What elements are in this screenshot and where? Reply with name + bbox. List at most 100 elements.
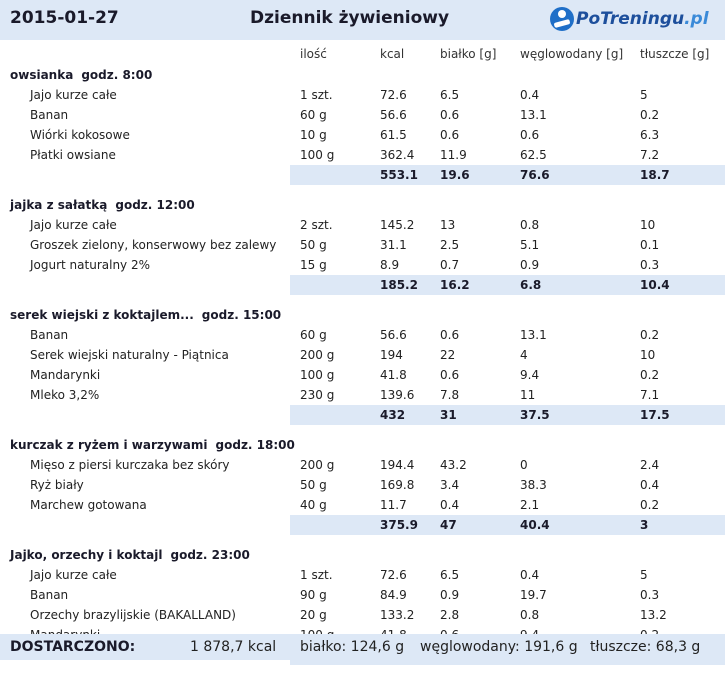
food-qty: 10 g <box>300 128 327 142</box>
food-qty: 50 g <box>300 238 327 252</box>
food-name: Jogurt naturalny 2% <box>30 258 151 272</box>
food-carbs: 19.7 <box>520 588 547 602</box>
total-kcal: 553.1 <box>380 168 418 182</box>
column-fat: tłuszcze [g] <box>640 47 710 61</box>
food-carbs: 13.1 <box>520 108 547 122</box>
table-row: Wiórki kokosowe 10 g 61.5 0.6 0.6 6.3 <box>0 125 725 145</box>
food-qty: 230 g <box>300 388 335 402</box>
food-qty: 1 szt. <box>300 88 333 102</box>
summary-kcal: 1 878,7 kcal <box>190 639 277 655</box>
meal-title: owsianka godz. 8:00 <box>10 68 152 82</box>
food-protein: 13 <box>440 218 456 232</box>
table-row: Ryż biały 50 g 169.8 3.4 38.3 0.4 <box>0 475 725 495</box>
table-row: Płatki owsiane 100 g 362.4 11.9 62.5 7.2 <box>0 145 725 165</box>
table-row: Mleko 3,2% 230 g 139.6 7.8 11 7.1 <box>0 385 725 405</box>
column-headers: ilość kcal białko [g] węglowodany [g] tł… <box>0 44 725 64</box>
food-fat: 0.2 <box>640 328 660 342</box>
food-kcal: 72.6 <box>380 568 407 582</box>
food-name: Mandarynki <box>30 368 101 382</box>
food-protein: 0.6 <box>440 328 460 342</box>
food-kcal: 31.1 <box>380 238 407 252</box>
food-name: Mleko 3,2% <box>30 388 100 402</box>
food-fat: 7.1 <box>640 388 660 402</box>
food-kcal: 56.6 <box>380 108 407 122</box>
food-carbs: 62.5 <box>520 148 547 162</box>
food-carbs: 13.1 <box>520 328 547 342</box>
table-row: Jajo kurze całe 1 szt. 72.6 6.5 0.4 5 <box>0 85 725 105</box>
food-fat: 5 <box>640 568 648 582</box>
food-kcal: 133.2 <box>380 608 415 622</box>
total-fat: 3 <box>640 518 649 532</box>
food-protein: 7.8 <box>440 388 460 402</box>
food-qty: 200 g <box>300 348 335 362</box>
food-carbs: 0.9 <box>520 258 540 272</box>
food-kcal: 61.5 <box>380 128 407 142</box>
runner-logo-icon <box>550 7 574 31</box>
total-kcal: 375.9 <box>380 518 418 532</box>
table-row: Orzechy brazylijskie (BAKALLAND) 20 g 133.… <box>0 605 725 625</box>
food-fat: 10 <box>640 348 656 362</box>
meal-name: jajka z sałatką <box>10 198 108 212</box>
food-protein: 22 <box>440 348 456 362</box>
total-protein: 31 <box>440 408 457 422</box>
total-carbs: 37.5 <box>520 408 550 422</box>
food-qty: 50 g <box>300 478 327 492</box>
total-carbs: 6.8 <box>520 278 542 292</box>
food-carbs: 11 <box>520 388 536 402</box>
food-kcal: 8.9 <box>380 258 400 272</box>
food-name: Jajo kurze całe <box>30 568 117 582</box>
meal-title: Jajko, orzechy i koktajl godz. 23:00 <box>10 548 250 562</box>
meal-title: serek wiejski z koktajlem... godz. 15:00 <box>10 308 281 322</box>
meal-total-row: 185.2 16.2 6.8 10.4 <box>290 275 725 295</box>
logo-text: PoTreningu.pl <box>576 9 709 29</box>
food-carbs: 4 <box>520 348 528 362</box>
food-fat: 13.2 <box>640 608 667 622</box>
food-protein: 6.5 <box>440 568 460 582</box>
food-kcal: 41.8 <box>380 368 407 382</box>
meal-title: kurczak z ryżem i warzywami godz. 18:00 <box>10 438 295 452</box>
food-fat: 7.2 <box>640 148 660 162</box>
food-protein: 11.9 <box>440 148 467 162</box>
food-kcal: 72.6 <box>380 88 407 102</box>
table-row: Marchew gotowana 40 g 11.7 0.4 2.1 0.2 <box>0 495 725 515</box>
food-qty: 2 szt. <box>300 218 333 232</box>
food-fat: 0.2 <box>640 498 660 512</box>
food-fat: 0.3 <box>640 258 660 272</box>
meal-total-row: 553.1 19.6 76.6 18.7 <box>290 165 725 185</box>
summary-protein: białko: 124,6 g <box>300 639 405 655</box>
column-qty: ilość <box>300 47 327 61</box>
food-qty: 60 g <box>300 108 327 122</box>
table-row: Jogurt naturalny 2% 15 g 8.9 0.7 0.9 0.3 <box>0 255 725 275</box>
daily-summary: DOSTARCZONO: 1 878,7 kcal białko: 124,6 … <box>0 634 725 660</box>
total-protein: 47 <box>440 518 457 532</box>
meal-name: serek wiejski z koktajlem... <box>10 308 194 322</box>
meal-time: godz. 18:00 <box>215 438 295 452</box>
food-fat: 0.2 <box>640 108 660 122</box>
diary-date: 2015-01-27 <box>10 8 119 28</box>
table-row: Mięso z piersi kurczaka bez skóry 200 g 19… <box>0 455 725 475</box>
food-fat: 0.1 <box>640 238 660 252</box>
food-name: Banan <box>30 328 69 342</box>
food-kcal: 194.4 <box>380 458 415 472</box>
food-name: Mięso z piersi kurczaka bez skóry <box>30 458 230 472</box>
food-carbs: 0.6 <box>520 128 540 142</box>
column-carbs: węglowodany [g] <box>520 47 624 61</box>
total-fat: 18.7 <box>640 168 670 182</box>
food-protein: 43.2 <box>440 458 467 472</box>
food-qty: 100 g <box>300 148 335 162</box>
food-name: Płatki owsiane <box>30 148 116 162</box>
food-fat: 2.4 <box>640 458 660 472</box>
food-qty: 200 g <box>300 458 335 472</box>
food-carbs: 5.1 <box>520 238 540 252</box>
food-name: Ryż biały <box>30 478 84 492</box>
total-carbs: 76.6 <box>520 168 550 182</box>
total-kcal: 432 <box>380 408 406 422</box>
brand-logo[interactable]: PoTreningu.pl <box>550 5 709 33</box>
table-row: Serek wiejski naturalny - Piątnica 200 g 1… <box>0 345 725 365</box>
food-protein: 0.6 <box>440 108 460 122</box>
food-qty: 1 szt. <box>300 568 333 582</box>
food-kcal: 11.7 <box>380 498 407 512</box>
total-protein: 16.2 <box>440 278 470 292</box>
food-name: Banan <box>30 588 69 602</box>
food-qty: 60 g <box>300 328 327 342</box>
